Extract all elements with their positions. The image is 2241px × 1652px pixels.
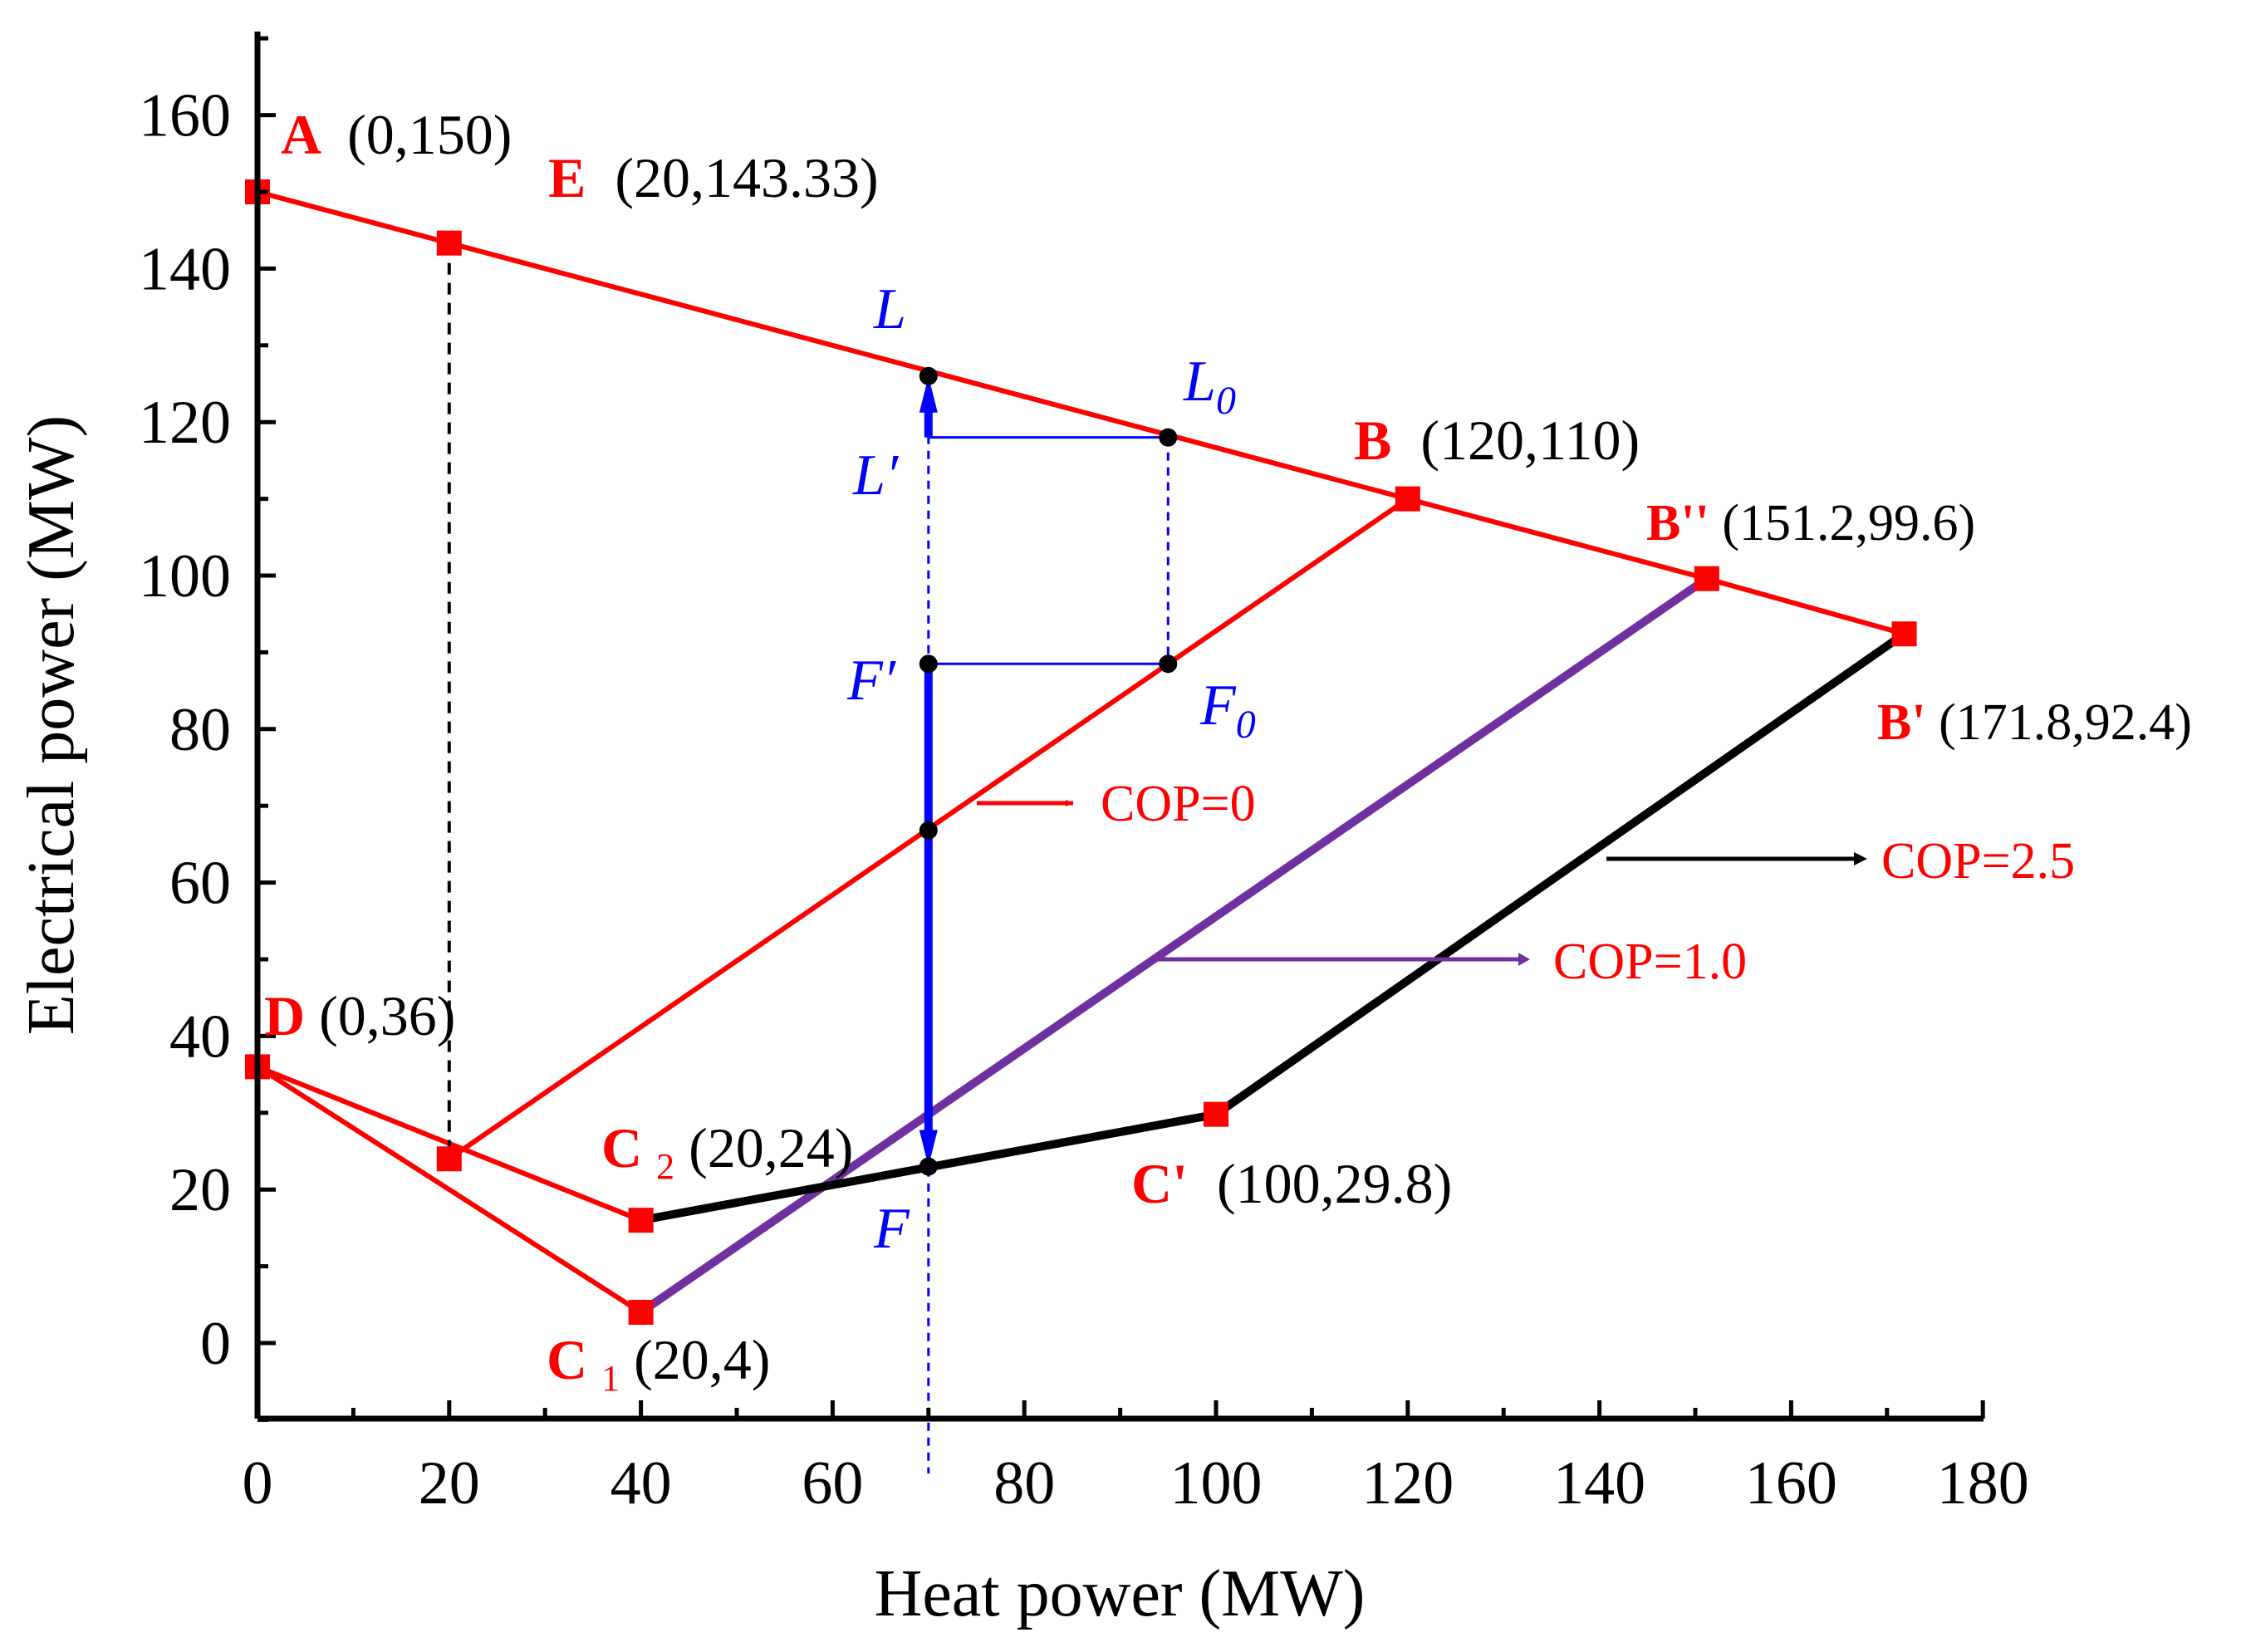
- y-tick-label-40: 40: [169, 1002, 231, 1071]
- label-f: F: [873, 1197, 910, 1261]
- cop1-arrowhead: [1518, 953, 1530, 966]
- construction-dot-5: [919, 821, 938, 840]
- point-b-double-prime-coord: (151.2,99.6): [1722, 495, 1975, 551]
- point-c2-sub: 2: [656, 1146, 674, 1187]
- point-c1-sub: 1: [601, 1358, 620, 1399]
- key-point-marker-2: [1395, 486, 1420, 512]
- label-point-c-prime: C' (100,29.8): [1131, 1152, 1452, 1215]
- thick-arrow-up-head: [919, 375, 938, 413]
- point-b-coord: (120,110): [1420, 409, 1640, 472]
- x-tick-label-120: 120: [1361, 1449, 1454, 1517]
- label-l-prime: L′: [852, 444, 900, 507]
- x-tick-label-140: 140: [1553, 1449, 1645, 1517]
- point-c-prime-name: C': [1131, 1152, 1188, 1215]
- label-f0: F0: [1199, 674, 1256, 747]
- construction-dot-0: [919, 366, 938, 385]
- construction-dot-2: [919, 654, 938, 674]
- label-point-c1: C 1 (20,4): [547, 1328, 770, 1403]
- cop0-label: COP=0: [1101, 776, 1256, 832]
- x-tick-label-20: 20: [419, 1449, 480, 1517]
- y-tick-label-160: 160: [139, 82, 231, 150]
- label-l0-text: L: [1183, 350, 1216, 414]
- y-tick-label-80: 80: [169, 696, 231, 764]
- key-point-marker-7: [628, 1300, 654, 1326]
- label-point-e: E (20,143.33): [548, 146, 879, 209]
- key-point-marker-1: [436, 230, 462, 256]
- point-a-coord: (0,150): [347, 103, 512, 166]
- label-f0-text: F: [1199, 674, 1237, 738]
- point-c-prime-coord: (100,29.8): [1217, 1152, 1452, 1215]
- construction-dot-3: [1159, 654, 1178, 674]
- y-tick-label-140: 140: [139, 235, 231, 303]
- label-point-c2: C 2 (20,24): [601, 1116, 853, 1191]
- point-labels: A (0,150) E (20,143.33) B (120,110) B'' …: [264, 103, 2192, 1403]
- x-tick-label-100: 100: [1170, 1449, 1263, 1517]
- x-tick-label-40: 40: [611, 1449, 672, 1517]
- label-point-a: A (0,150): [281, 103, 512, 166]
- cop25-label: COP=2.5: [1881, 833, 2075, 890]
- label-l: L: [873, 277, 906, 341]
- point-b-name: B: [1354, 409, 1391, 472]
- label-f-prime: F′: [846, 649, 897, 713]
- y-axis-label: Electrical power (MW): [15, 415, 88, 1035]
- x-axis-label: Heat power (MW): [875, 1557, 1366, 1630]
- cop1-label: COP=1.0: [1553, 934, 1747, 990]
- series-line-2: [256, 1064, 643, 1315]
- x-tick-label-60: 60: [802, 1449, 863, 1517]
- label-f-text: F: [873, 1197, 910, 1261]
- cop-annotations: COP=0 COP=1.0 COP=2.5: [977, 776, 2075, 990]
- key-point-marker-6: [628, 1208, 654, 1233]
- point-e-name: E: [548, 146, 586, 209]
- label-l0: L0: [1183, 350, 1236, 423]
- label-l-prime-text: L′: [852, 444, 900, 507]
- y-tick-label-20: 20: [169, 1156, 231, 1224]
- point-c2-name: C: [601, 1116, 642, 1179]
- point-b-prime-name: B': [1877, 694, 1926, 751]
- y-tick-label-60: 60: [169, 850, 231, 918]
- key-point-marker-8: [1204, 1101, 1228, 1127]
- construction-dot-1: [1159, 428, 1178, 447]
- label-point-b-double-prime: B'' (151.2,99.6): [1646, 495, 1975, 551]
- x-tick-label-0: 0: [243, 1449, 273, 1517]
- thick-arrow-down-head: [919, 1130, 938, 1167]
- extra-point-marker-0: [436, 1146, 462, 1172]
- point-c1-name: C: [547, 1328, 587, 1391]
- construction-layer: [919, 375, 1170, 1474]
- marker-layer: [245, 179, 1917, 1326]
- point-a-name: A: [281, 103, 321, 166]
- construction-labels: L L0 L′ F′ F0 F: [846, 277, 1256, 1261]
- point-e-coord: (20,143.33): [615, 146, 878, 209]
- y-tick-label-100: 100: [139, 542, 231, 610]
- point-c2-coord: (20,24): [689, 1116, 853, 1179]
- point-d-name: D: [264, 984, 305, 1047]
- x-tick-label-80: 80: [993, 1449, 1055, 1517]
- key-point-marker-3: [1694, 566, 1719, 591]
- point-b-double-prime-name: B'': [1646, 495, 1709, 551]
- point-d-coord: (0,36): [319, 984, 455, 1047]
- point-c1-coord: (20,4): [634, 1328, 770, 1391]
- label-point-b: B (120,110): [1354, 409, 1640, 472]
- construction-dot-4: [919, 1157, 938, 1176]
- label-point-b-prime: B' (171.8,92.4): [1877, 694, 2192, 751]
- label-point-d: D (0,36): [264, 984, 455, 1047]
- x-tick-label-180: 180: [1937, 1449, 2029, 1517]
- label-l-text: L: [873, 277, 906, 341]
- label-l0-sub: 0: [1216, 379, 1236, 423]
- x-tick-label-160: 160: [1745, 1449, 1837, 1517]
- y-tick-label-120: 120: [139, 389, 231, 457]
- key-point-marker-4: [1891, 621, 1917, 647]
- label-f0-sub: 0: [1236, 703, 1256, 747]
- tick-layer: 0 20 40 60 80 100 120 140 160 1800204060801001201…: [139, 36, 2029, 1517]
- point-b-prime-coord: (171.8,92.4): [1939, 694, 2192, 751]
- cop25-arrowhead: [1854, 852, 1867, 865]
- label-f-prime-text: F′: [846, 649, 897, 713]
- y-tick-label-0: 0: [200, 1310, 231, 1378]
